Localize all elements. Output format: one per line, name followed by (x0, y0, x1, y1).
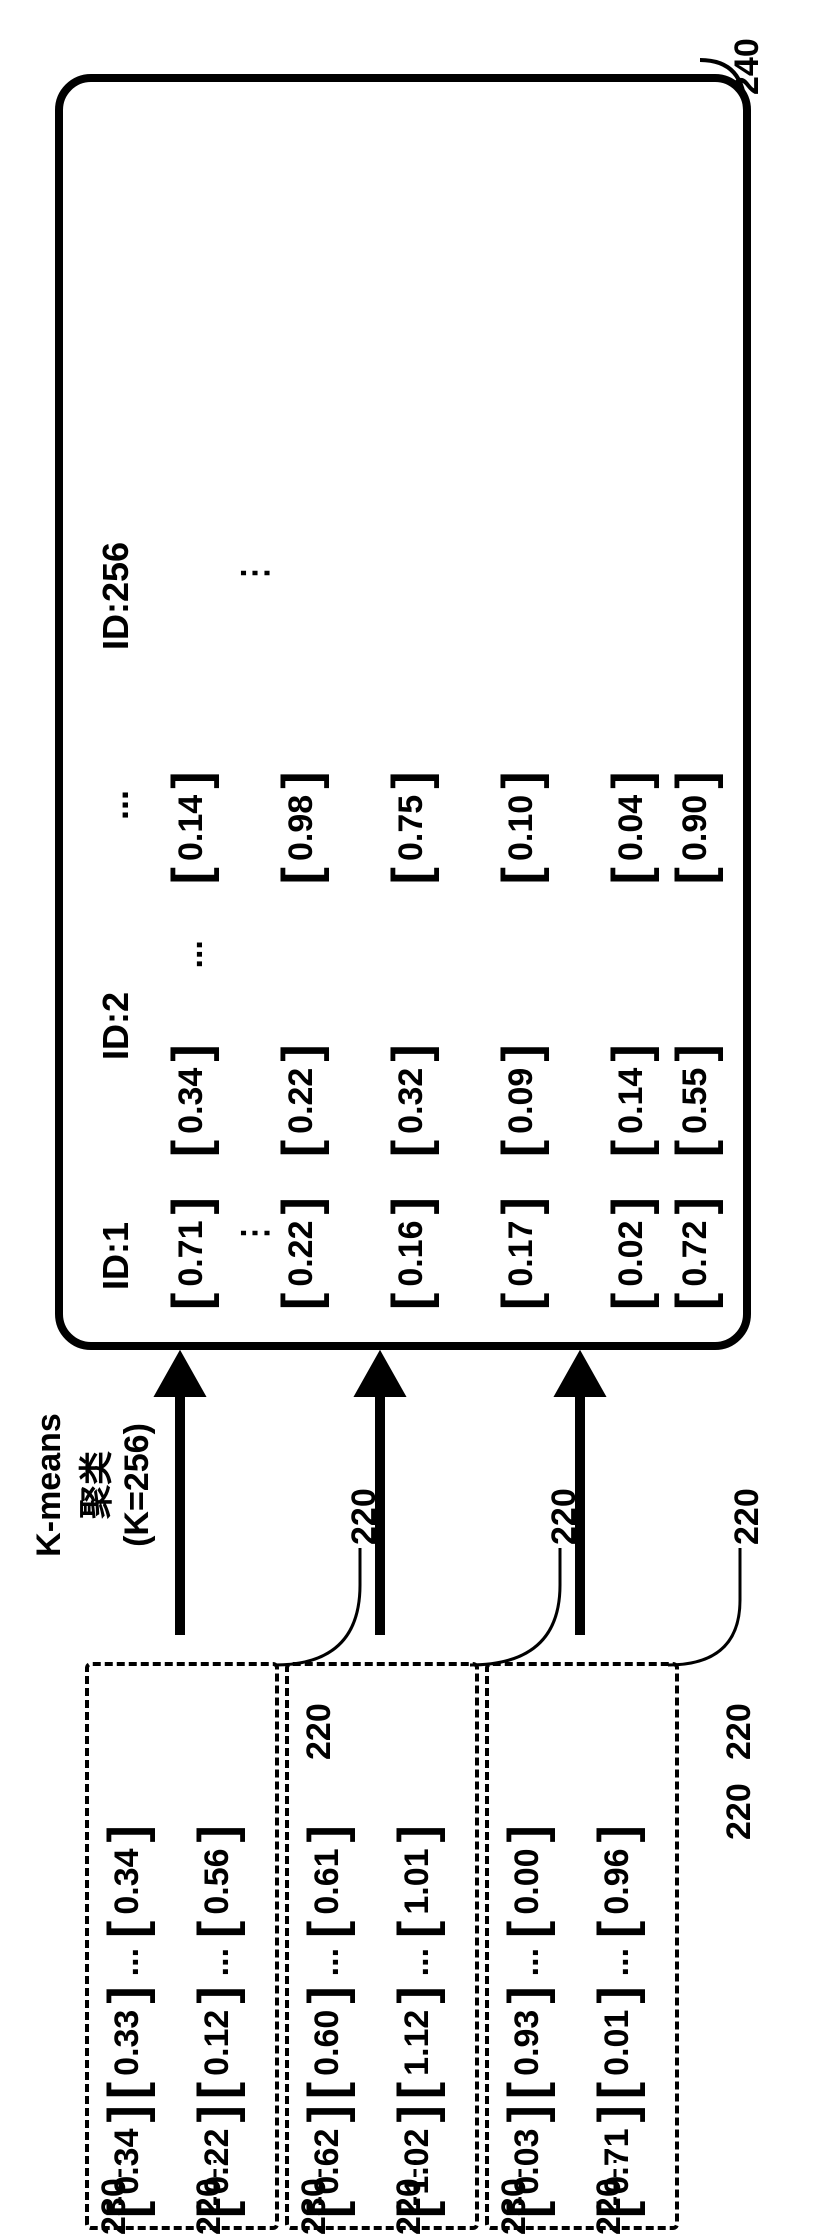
label-220: 220 (390, 2178, 429, 2235)
value: 0.10 (504, 795, 538, 861)
value: 0.22 (284, 1220, 318, 1286)
ellipsis: ... (108, 1938, 147, 1986)
vdots: ⋮ (235, 556, 275, 590)
value: 0.04 (614, 795, 648, 861)
input-row: [1.02] [1.12] ... [1.01] (391, 1825, 443, 2218)
value: 0.09 (504, 1068, 538, 1134)
output-row: [0.71] [0.34] ... [0.14] (165, 771, 217, 1310)
input-row: [0.34] [0.33] ... [0.34] (101, 1825, 153, 2218)
output-row: [0.22] [0.22] [0.98] (275, 771, 327, 1310)
value: 0.98 (284, 795, 318, 861)
label-230: 230 (95, 2178, 134, 2235)
kmeans-line2: 聚类 (69, 1380, 118, 1590)
value: 0.00 (510, 1848, 544, 1914)
value: 0.14 (614, 1068, 648, 1134)
label-230: 230 (295, 2178, 334, 2235)
label-220: 220 (545, 1488, 584, 1545)
value: 0.16 (394, 1220, 428, 1286)
output-row: [0.17] [0.09] [0.10] (495, 771, 547, 1310)
vdots: ⋮ (235, 1216, 275, 1250)
label-220: 220 (590, 2178, 629, 2235)
value: 0.22 (284, 1068, 318, 1134)
kmeans-label: K-means 聚类 (K=256) (30, 1380, 157, 1590)
label-220: 220 (720, 1703, 759, 1760)
input-row: [0.62] [0.60] ... [0.61] (301, 1825, 353, 2218)
value: 0.01 (600, 2010, 634, 2076)
label-230: 230 (495, 2178, 534, 2235)
value: 0.12 (200, 2010, 234, 2076)
value: 0.56 (200, 1848, 234, 1914)
id-header: ID:256 (95, 542, 137, 650)
value: 0.14 (174, 795, 208, 861)
kmeans-line3: (K=256) (118, 1380, 157, 1590)
input-row: [0.71] [0.01] ... [0.96] (591, 1825, 643, 2218)
vector: [0.33] (101, 1986, 153, 2099)
vector: [0.34] (101, 1825, 153, 1938)
label-220: 220 (190, 2178, 229, 2235)
label-220: 220 (720, 1783, 759, 1840)
value: 1.01 (400, 1848, 434, 1914)
input-row: [0.22] [0.12] ... [0.56] (191, 1825, 243, 2218)
value: 0.32 (394, 1068, 428, 1134)
value: 0.75 (394, 795, 428, 861)
value: 0.93 (510, 2010, 544, 2076)
ellipsis: ... (95, 790, 137, 820)
value: 0.60 (310, 2010, 344, 2076)
value: 0.55 (678, 1068, 712, 1134)
label-220: 220 (300, 1703, 339, 1760)
output-row: [0.16] [0.32] [0.75] (385, 771, 437, 1310)
value: 0.72 (678, 1220, 712, 1286)
value: 0.96 (600, 1848, 634, 1914)
vector: [0.12] (191, 1986, 243, 2099)
value: 0.90 (678, 795, 712, 861)
value: 0.34 (110, 1848, 144, 1914)
value: 0.33 (110, 2010, 144, 2076)
value: 0.17 (504, 1220, 538, 1286)
value: 0.61 (310, 1848, 344, 1914)
output-row: [0.72] [0.55] [0.90] (669, 771, 721, 1310)
value: 0.02 (614, 1220, 648, 1286)
value: 0.34 (174, 1068, 208, 1134)
output-row: [0.02] [0.14] [0.04] (605, 771, 657, 1310)
label-220: 220 (345, 1488, 384, 1545)
value: 1.12 (400, 2010, 434, 2076)
input-row: [0.03] [0.93] ... [0.00] (501, 1825, 553, 2218)
id-header: ID:2 (95, 992, 137, 1060)
value: 0.71 (174, 1220, 208, 1286)
vector: [0.56] (191, 1825, 243, 1938)
ellipsis: ... (198, 1938, 237, 1986)
kmeans-line1: K-means (30, 1380, 69, 1590)
label-220: 220 (728, 1488, 767, 1545)
id-header: ID:1 (95, 1222, 137, 1290)
